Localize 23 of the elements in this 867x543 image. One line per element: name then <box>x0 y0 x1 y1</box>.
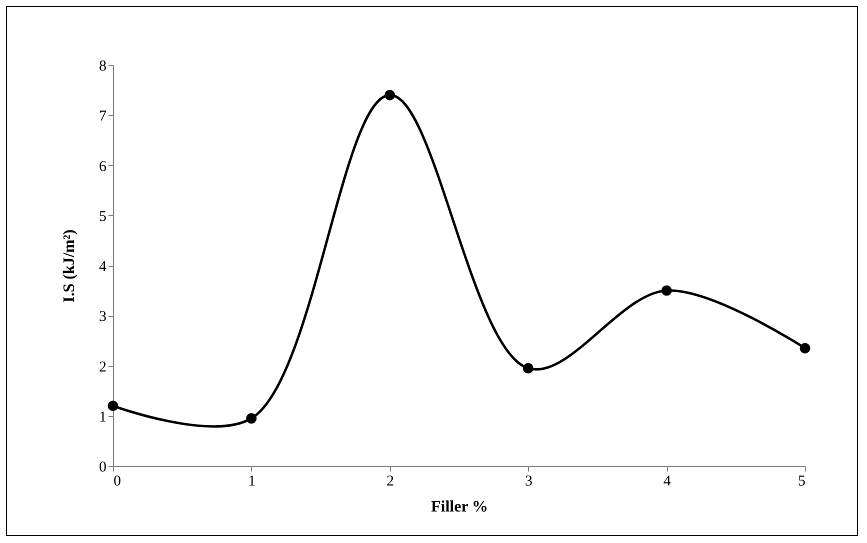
y-tick-label: 5 <box>99 208 106 225</box>
y-tick-label: 4 <box>99 259 107 275</box>
y-tick-label: 2 <box>99 359 106 376</box>
y-axis-title: I.S (kJ/m²) <box>61 229 78 303</box>
x-tick-label: 5 <box>798 474 806 490</box>
point <box>522 363 534 374</box>
x-tick-label: 1 <box>248 474 256 490</box>
x-axis-title: Filler % <box>430 498 488 516</box>
y-tick-label: 6 <box>99 158 107 175</box>
x-tick-label: 2 <box>386 474 394 490</box>
x-tick-label: 3 <box>524 474 532 490</box>
y-tick-label: 8 <box>99 58 106 74</box>
point <box>661 285 672 296</box>
x-tick-label: 0 <box>114 474 121 490</box>
point <box>384 90 396 100</box>
point <box>246 413 257 424</box>
x-tick-label: 4 <box>663 474 672 490</box>
y-tick-label: 3 <box>99 309 106 326</box>
y-tick-label: 1 <box>99 409 106 426</box>
point <box>108 400 118 412</box>
y-tick-label: 0 <box>99 460 106 476</box>
y-tick-label: 7 <box>99 108 107 125</box>
point <box>800 342 810 354</box>
